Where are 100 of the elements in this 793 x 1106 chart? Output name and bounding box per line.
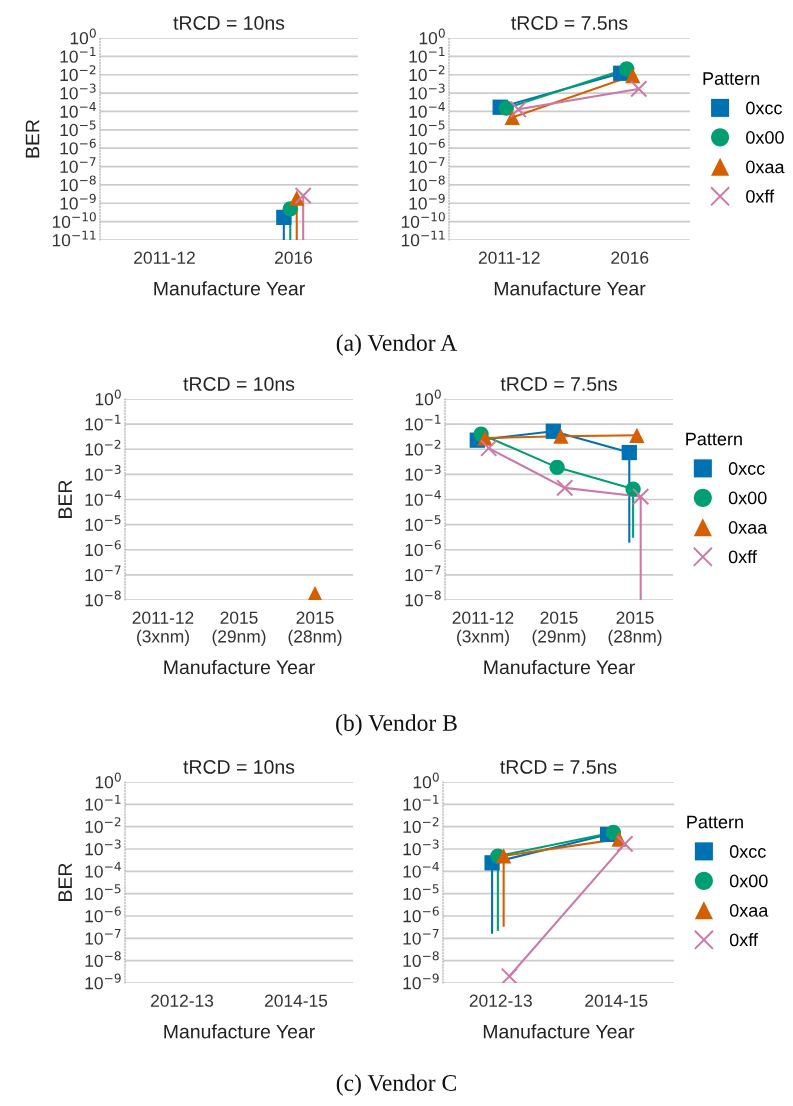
- y-tick-label: 10$^{−6}$: [405, 540, 441, 557]
- y-tick-label: 10$^{−4}$: [409, 102, 445, 118]
- y-tick-label: 10$^{−8}$: [403, 951, 439, 967]
- y-tick-label: 10$^{−4}$: [85, 862, 121, 878]
- y-tick-label: 10$^{0}$: [415, 389, 441, 406]
- y-tick-label: 10$^{−6}$: [409, 138, 445, 155]
- legend-label: 0xcc: [746, 101, 783, 115]
- y-tick-label: 10$^{−9}$: [85, 973, 121, 990]
- x-tick-label: 2014-15: [265, 994, 328, 1007]
- y-axis-title: BER: [25, 119, 40, 158]
- y-tick-label: 10$^{−5}$: [403, 884, 439, 901]
- x-tick-label: 2011-12: [134, 251, 195, 264]
- legend-title: Pattern: [703, 72, 760, 85]
- x-axis-title: Manufacture Year: [154, 281, 305, 296]
- y-tick-label: 10$^{0}$: [419, 28, 445, 45]
- x-tick-label: 2015 (28nm): [288, 611, 342, 646]
- x-tick-label: 2011-12 (3xnm): [452, 611, 514, 646]
- x-tick-label: 2016: [275, 251, 313, 264]
- y-tick-label: 10$^{0}$: [95, 389, 121, 406]
- y-tick-label: 10$^{0}$: [413, 772, 439, 789]
- x-tick-label: 2011-12 (3xnm): [132, 611, 194, 646]
- x-tick-label: 2015 (29nm): [532, 611, 586, 646]
- y-tick-label: 10$^{−10}$: [52, 212, 96, 228]
- chart-title: tRCD = 7.5ns: [511, 16, 628, 30]
- y-tick-label: 10$^{−7}$: [85, 565, 121, 582]
- legend-label: 0xcc: [728, 462, 765, 475]
- legend-label: 0xaa: [729, 904, 769, 917]
- y-tick-label: 10$^{−5}$: [60, 120, 96, 137]
- y-tick-label: 10$^{−1}$: [405, 414, 441, 431]
- legend-label: 0xff: [729, 933, 758, 947]
- y-tick-label: 10$^{−6}$: [85, 906, 121, 923]
- y-tick-label: 10$^{−5}$: [85, 884, 121, 901]
- y-tick-label: 10$^{−3}$: [85, 839, 121, 856]
- y-tick-label: 10$^{−8}$: [85, 951, 121, 967]
- text: (a) Vendor A: [336, 334, 458, 356]
- y-tick-label: 10$^{−9}$: [60, 193, 96, 210]
- x-tick-label: 2015 (29nm): [212, 611, 266, 646]
- y-tick-label: 10$^{−4}$: [403, 862, 439, 878]
- legend-label: 0xaa: [728, 521, 768, 534]
- x-axis-title: Manufacture Year: [483, 1024, 635, 1039]
- x-tick-label: 2012-13: [151, 994, 214, 1007]
- y-tick-label: 10$^{−7}$: [85, 929, 121, 945]
- y-tick-label: 10$^{−2}$: [405, 439, 441, 456]
- y-tick-label: 10$^{−1}$: [409, 47, 445, 63]
- y-tick-label: 10$^{−3}$: [405, 464, 441, 481]
- y-tick-label: 10$^{−1}$: [85, 414, 121, 431]
- y-tick-label: 10$^{−3}$: [409, 83, 445, 100]
- legend-label: 0x00: [746, 131, 784, 144]
- x-axis-title: Manufacture Year: [164, 659, 315, 675]
- chart-title: tRCD = 7.5ns: [500, 377, 617, 391]
- text: (b) Vendor B: [336, 714, 457, 736]
- x-axis-title: Manufacture Year: [484, 659, 635, 675]
- x-tick-label: 2016: [611, 251, 649, 264]
- chart-title: tRCD = 10ns: [173, 16, 285, 30]
- y-axis-title: BER: [58, 480, 72, 518]
- x-axis-title: Manufacture Year: [494, 281, 646, 296]
- y-tick-label: 10$^{−7}$: [409, 157, 445, 173]
- y-tick-label: 10$^{−2}$: [85, 817, 121, 833]
- y-tick-label: 10$^{−11}$: [52, 230, 96, 247]
- y-tick-label: 10$^{−5}$: [405, 515, 441, 531]
- chart-title: tRCD = 7.5ns: [500, 760, 617, 774]
- legend-label: 0x00: [729, 874, 768, 888]
- y-tick-label: 10$^{−4}$: [405, 490, 441, 506]
- y-tick-label: 10$^{−3}$: [60, 83, 96, 100]
- y-tick-label: 10$^{−2}$: [409, 65, 445, 82]
- y-tick-label: 10$^{−2}$: [403, 817, 439, 833]
- y-tick-label: 10$^{−3}$: [403, 839, 439, 856]
- y-tick-label: 10$^{0}$: [70, 28, 96, 45]
- y-tick-label: 10$^{−10}$: [401, 212, 445, 228]
- y-tick-label: 10$^{−2}$: [60, 65, 96, 82]
- legend-title: Pattern: [686, 432, 742, 446]
- chart-title: tRCD = 10ns: [183, 377, 295, 391]
- y-tick-label: 10$^{−6}$: [85, 540, 121, 557]
- y-tick-label: 10$^{−8}$: [85, 590, 121, 607]
- legend-label: 0x00: [728, 491, 767, 505]
- legend-label: 0xaa: [746, 160, 785, 174]
- x-tick-label: 2014-15: [585, 994, 648, 1007]
- y-tick-label: 10$^{−7}$: [60, 157, 96, 173]
- y-tick-label: 10$^{−9}$: [403, 973, 439, 990]
- y-tick-label: 10$^{−9}$: [409, 193, 445, 210]
- y-tick-label: 10$^{−8}$: [409, 175, 445, 192]
- y-tick-label: 10$^{−4}$: [85, 490, 121, 506]
- x-tick-label: 2011-12: [478, 251, 540, 264]
- y-tick-label: 10$^{−8}$: [60, 175, 96, 192]
- y-tick-label: 10$^{−1}$: [85, 795, 121, 811]
- y-tick-label: 10$^{−7}$: [405, 565, 441, 582]
- y-axis-title: BER: [58, 863, 72, 901]
- y-tick-label: 10$^{−5}$: [85, 515, 121, 531]
- y-tick-label: 10$^{−1}$: [403, 795, 439, 811]
- y-tick-label: 10$^{−6}$: [403, 906, 439, 923]
- y-tick-label: 10$^{−3}$: [85, 464, 121, 481]
- legend-label: 0xff: [746, 189, 775, 203]
- text: (c) Vendor C: [336, 1074, 456, 1096]
- y-tick-label: 10$^{−8}$: [405, 590, 441, 607]
- y-tick-label: 10$^{−11}$: [401, 230, 445, 247]
- x-tick-label: 2012-13: [469, 994, 532, 1007]
- y-tick-label: 10$^{−7}$: [403, 929, 439, 945]
- legend-label: 0xcc: [729, 845, 766, 858]
- legend-label: 0xff: [728, 550, 757, 564]
- y-tick-label: 10$^{−5}$: [409, 120, 445, 137]
